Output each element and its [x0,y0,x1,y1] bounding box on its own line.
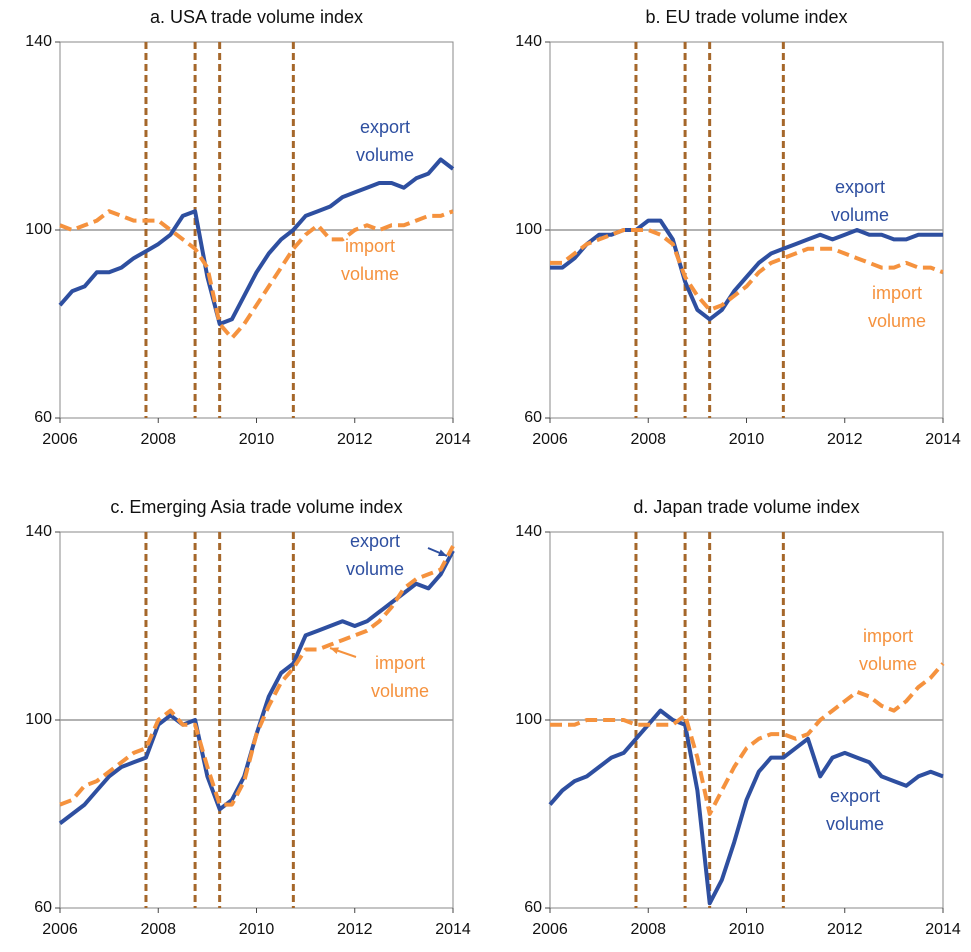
x-tick-label: 2008 [140,921,176,938]
series-label: import [863,626,913,646]
x-tick-label: 2008 [140,431,176,448]
series-label: import [345,236,395,256]
series-label: volume [356,145,414,165]
y-tick-label: 60 [34,409,52,426]
y-tick-label: 100 [25,221,52,238]
x-tick-label: 2012 [827,431,863,448]
x-tick-label: 2012 [337,921,373,938]
series-line [550,662,945,816]
series-label: import [375,653,425,673]
y-tick-label: 60 [524,899,542,916]
series-label: export [830,786,880,806]
series-line [550,218,943,322]
y-tick-label: 140 [515,33,542,50]
x-tick-label: 2012 [337,431,373,448]
series-label: export [350,531,400,551]
x-tick-label: 2006 [42,431,78,448]
y-tick-label: 100 [515,711,542,728]
series-label: import [872,283,922,303]
y-tick-label: 140 [25,523,52,540]
series-label: volume [826,814,884,834]
series-label: volume [371,681,429,701]
x-tick-label: 2010 [729,921,765,938]
arrow-head [330,647,339,655]
series-label: volume [341,264,399,284]
x-tick-label: 2014 [435,431,471,448]
y-tick-label: 60 [34,899,52,916]
series-line [548,708,944,906]
x-tick-label: 2014 [925,921,961,938]
x-tick-label: 2012 [827,921,863,938]
x-tick-label: 2010 [239,921,275,938]
x-tick-label: 2006 [42,921,78,938]
x-tick-label: 2010 [239,431,275,448]
series-label: volume [859,654,917,674]
series-label: volume [831,205,889,225]
series-label: volume [346,559,404,579]
series-label: volume [868,311,926,331]
panel-title: b. EU trade volume index [645,7,847,27]
y-tick-label: 100 [515,221,542,238]
y-tick-label: 100 [25,711,52,728]
arrow-head [438,549,447,557]
x-tick-label: 2014 [435,921,471,938]
series-line [58,157,455,326]
x-tick-label: 2006 [532,431,568,448]
panel-title: d. Japan trade volume index [633,497,859,517]
series-line [550,228,944,312]
series-label: export [835,177,885,197]
series-label: export [360,117,410,137]
y-tick-label: 60 [524,409,542,426]
y-tick-label: 140 [515,523,542,540]
y-tick-label: 140 [25,33,52,50]
series-line [59,209,454,341]
x-tick-label: 2008 [630,431,666,448]
x-tick-label: 2010 [729,431,765,448]
x-tick-label: 2014 [925,431,961,448]
x-tick-label: 2006 [532,921,568,938]
x-tick-label: 2008 [630,921,666,938]
series-line [59,545,455,807]
panel-title: a. USA trade volume index [150,7,363,27]
panel-title: c. Emerging Asia trade volume index [110,497,402,517]
